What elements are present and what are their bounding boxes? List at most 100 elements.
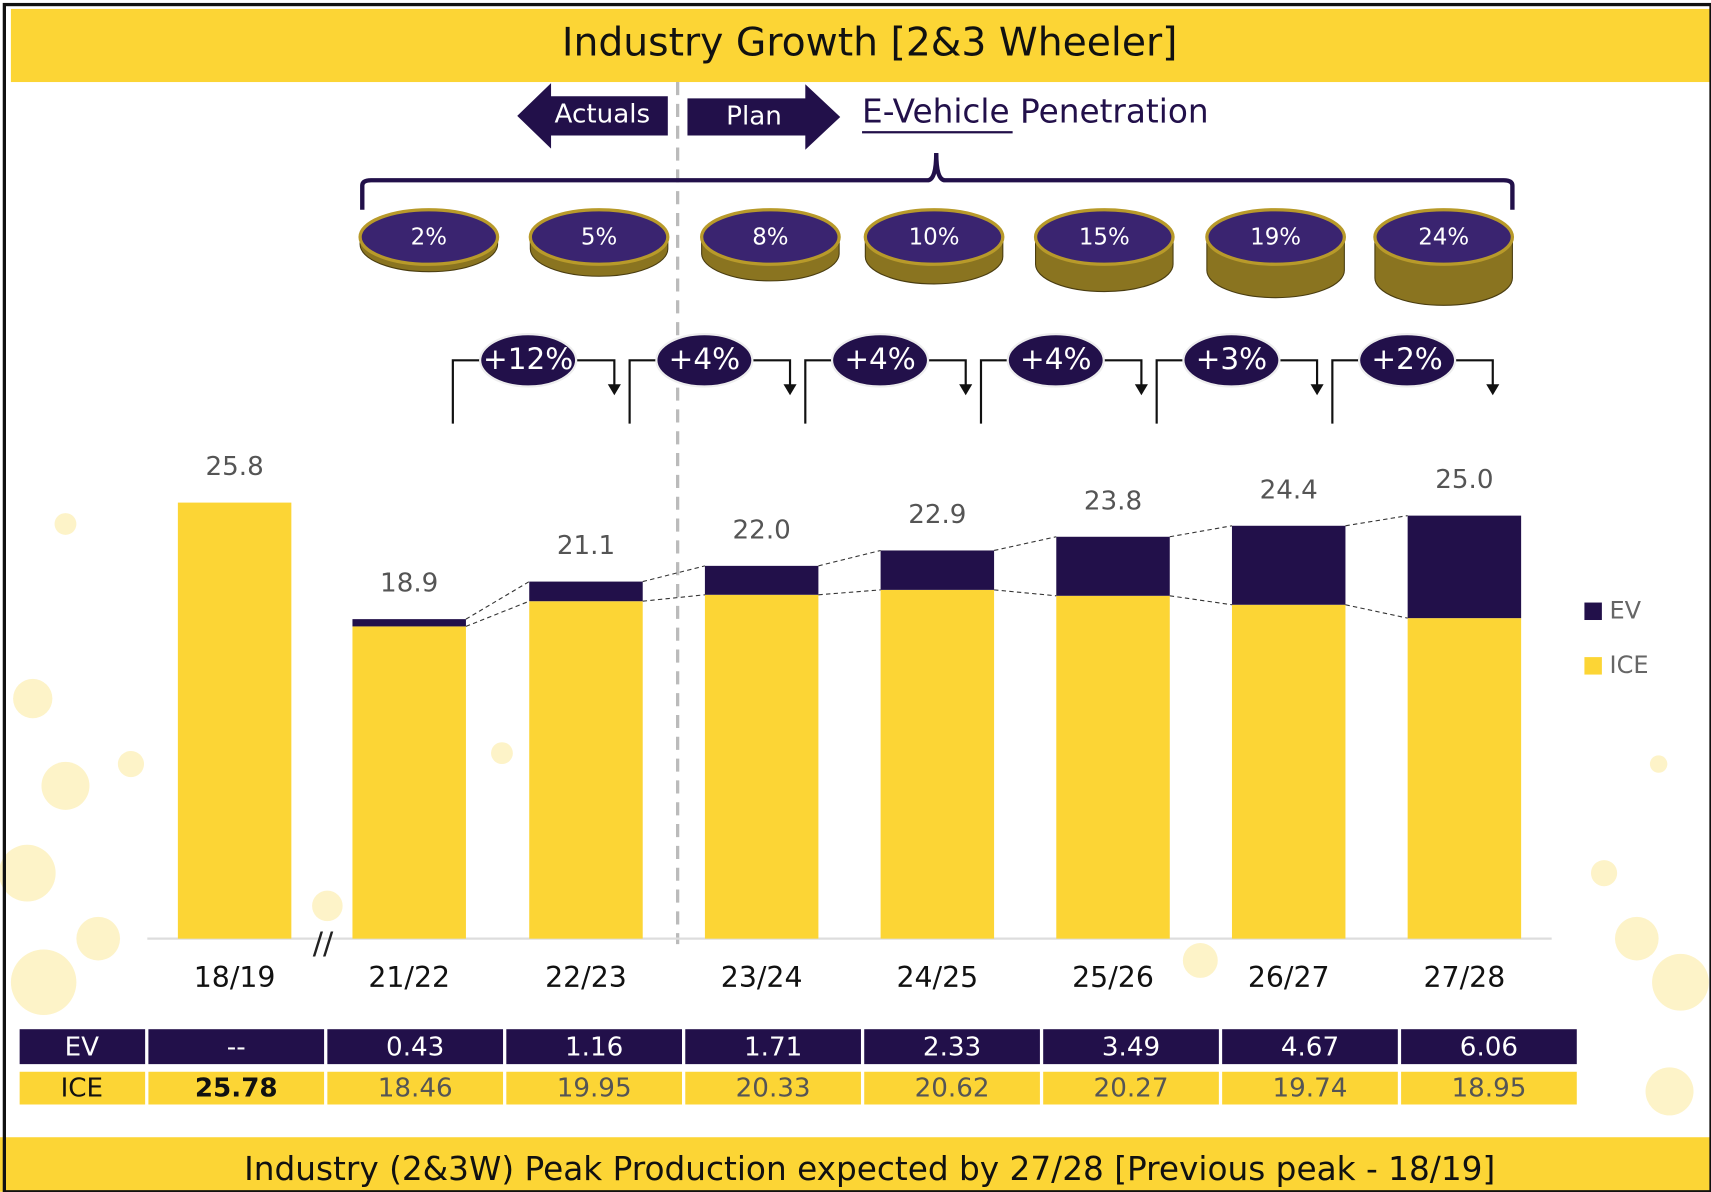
connector <box>1169 525 1233 538</box>
penetration-label: 2% <box>411 225 447 251</box>
penetration-top <box>863 208 1005 266</box>
table-cell <box>148 1071 325 1105</box>
growth-label: +4% <box>1020 342 1091 376</box>
connector <box>642 565 706 583</box>
legend-label: EV <box>1610 596 1642 624</box>
table-cell <box>148 1029 325 1065</box>
table-value: 18.95 <box>1451 1074 1526 1104</box>
bar-ice <box>704 594 819 939</box>
connector <box>642 594 705 602</box>
x-tick-label: 27/28 <box>1424 961 1506 994</box>
bar-ev <box>1407 515 1522 619</box>
x-tick-label: 23/24 <box>721 961 803 994</box>
growth-oval <box>1182 333 1281 388</box>
growth-label: +4% <box>844 342 915 376</box>
chart-title: Industry Growth [2&3 Wheeler] <box>562 20 1178 65</box>
table-cell <box>327 1071 504 1105</box>
connector <box>993 536 1057 552</box>
penetration-top <box>1033 208 1175 266</box>
growth-label: +3% <box>1196 342 1267 376</box>
bar-ice <box>529 601 643 939</box>
bar-ice <box>352 626 466 939</box>
bar-ice <box>880 589 995 939</box>
arrow-head <box>1486 384 1500 396</box>
bar-ev <box>880 550 995 590</box>
table-value: 20.33 <box>736 1074 811 1104</box>
total-label: 24.4 <box>1260 475 1318 505</box>
table-header-cell <box>19 1029 146 1065</box>
growth-oval <box>655 333 754 388</box>
table-value: 2.33 <box>923 1032 981 1062</box>
total-label: 22.9 <box>908 500 966 530</box>
table-row-header: EV <box>65 1032 100 1062</box>
table-value: 4.67 <box>1281 1032 1339 1062</box>
x-tick-label: 25/26 <box>1072 961 1154 994</box>
table-cell <box>506 1029 682 1065</box>
bracket <box>360 152 1515 210</box>
bar-ev <box>1231 525 1346 605</box>
table-cell <box>327 1029 504 1065</box>
table-cell <box>1401 1029 1577 1065</box>
table-header-cell <box>19 1071 146 1105</box>
penetration-label: 8% <box>752 225 788 251</box>
total-label: 23.8 <box>1084 486 1142 516</box>
penetration-label: 19% <box>1250 225 1301 251</box>
legend-swatch <box>1584 602 1602 621</box>
table-cell <box>506 1071 682 1105</box>
table-value: 18.46 <box>378 1074 453 1104</box>
growth-oval <box>479 333 578 388</box>
x-tick-label: 24/25 <box>896 961 978 994</box>
table-value: 1.71 <box>744 1032 802 1062</box>
arrow-head <box>1134 384 1148 396</box>
penetration-label: 24% <box>1418 225 1469 251</box>
title-bar <box>10 8 1711 83</box>
bar-ice <box>177 502 292 939</box>
table-value: 19.74 <box>1273 1074 1348 1104</box>
table-cell <box>685 1029 861 1065</box>
table-cell <box>1222 1029 1398 1065</box>
legend-swatch <box>1584 657 1602 675</box>
table-value: 3.49 <box>1102 1032 1160 1062</box>
connector <box>465 600 530 627</box>
x-tick-label: 22/23 <box>545 961 627 994</box>
table-cell <box>864 1029 1040 1065</box>
bar-ice <box>1056 595 1170 939</box>
actuals-label: Actuals <box>555 99 651 129</box>
table-row-header: ICE <box>61 1074 104 1104</box>
connector <box>1169 595 1233 606</box>
table-value: 0.43 <box>386 1032 444 1062</box>
legend-label: ICE <box>1610 651 1649 679</box>
table-cell <box>1043 1071 1219 1105</box>
plan-arrow <box>687 84 841 150</box>
bar-ev <box>704 565 819 595</box>
table-value: 20.62 <box>915 1074 990 1104</box>
total-label: 18.9 <box>380 569 438 599</box>
axis-break: // <box>313 927 334 962</box>
table-value: -- <box>227 1032 246 1062</box>
table-value: 6.06 <box>1460 1032 1518 1062</box>
penetration-top <box>1205 208 1346 266</box>
penetration-top <box>700 208 841 266</box>
x-tick-label: 18/19 <box>194 961 276 994</box>
background-dots <box>0 513 1709 1116</box>
table-cell <box>864 1071 1040 1105</box>
arrow-head <box>959 384 973 396</box>
total-label: 25.8 <box>205 452 263 482</box>
connector <box>818 589 881 596</box>
growth-label: +4% <box>669 342 740 376</box>
table-cell <box>685 1071 861 1105</box>
connector <box>818 549 881 567</box>
table-value: 1.16 <box>565 1032 623 1062</box>
bar-ice <box>1407 618 1522 939</box>
table-value: 19.95 <box>557 1074 632 1104</box>
total-label: 25.0 <box>1435 465 1493 495</box>
total-label: 22.0 <box>733 515 791 545</box>
growth-label: +2% <box>1371 342 1442 376</box>
arrow-head <box>607 384 621 396</box>
total-label: 21.1 <box>557 531 615 561</box>
arrow-head <box>1310 384 1324 396</box>
growth-label: +12% <box>483 342 573 376</box>
table-cell <box>1401 1071 1577 1105</box>
x-tick-label: 26/27 <box>1248 961 1330 994</box>
